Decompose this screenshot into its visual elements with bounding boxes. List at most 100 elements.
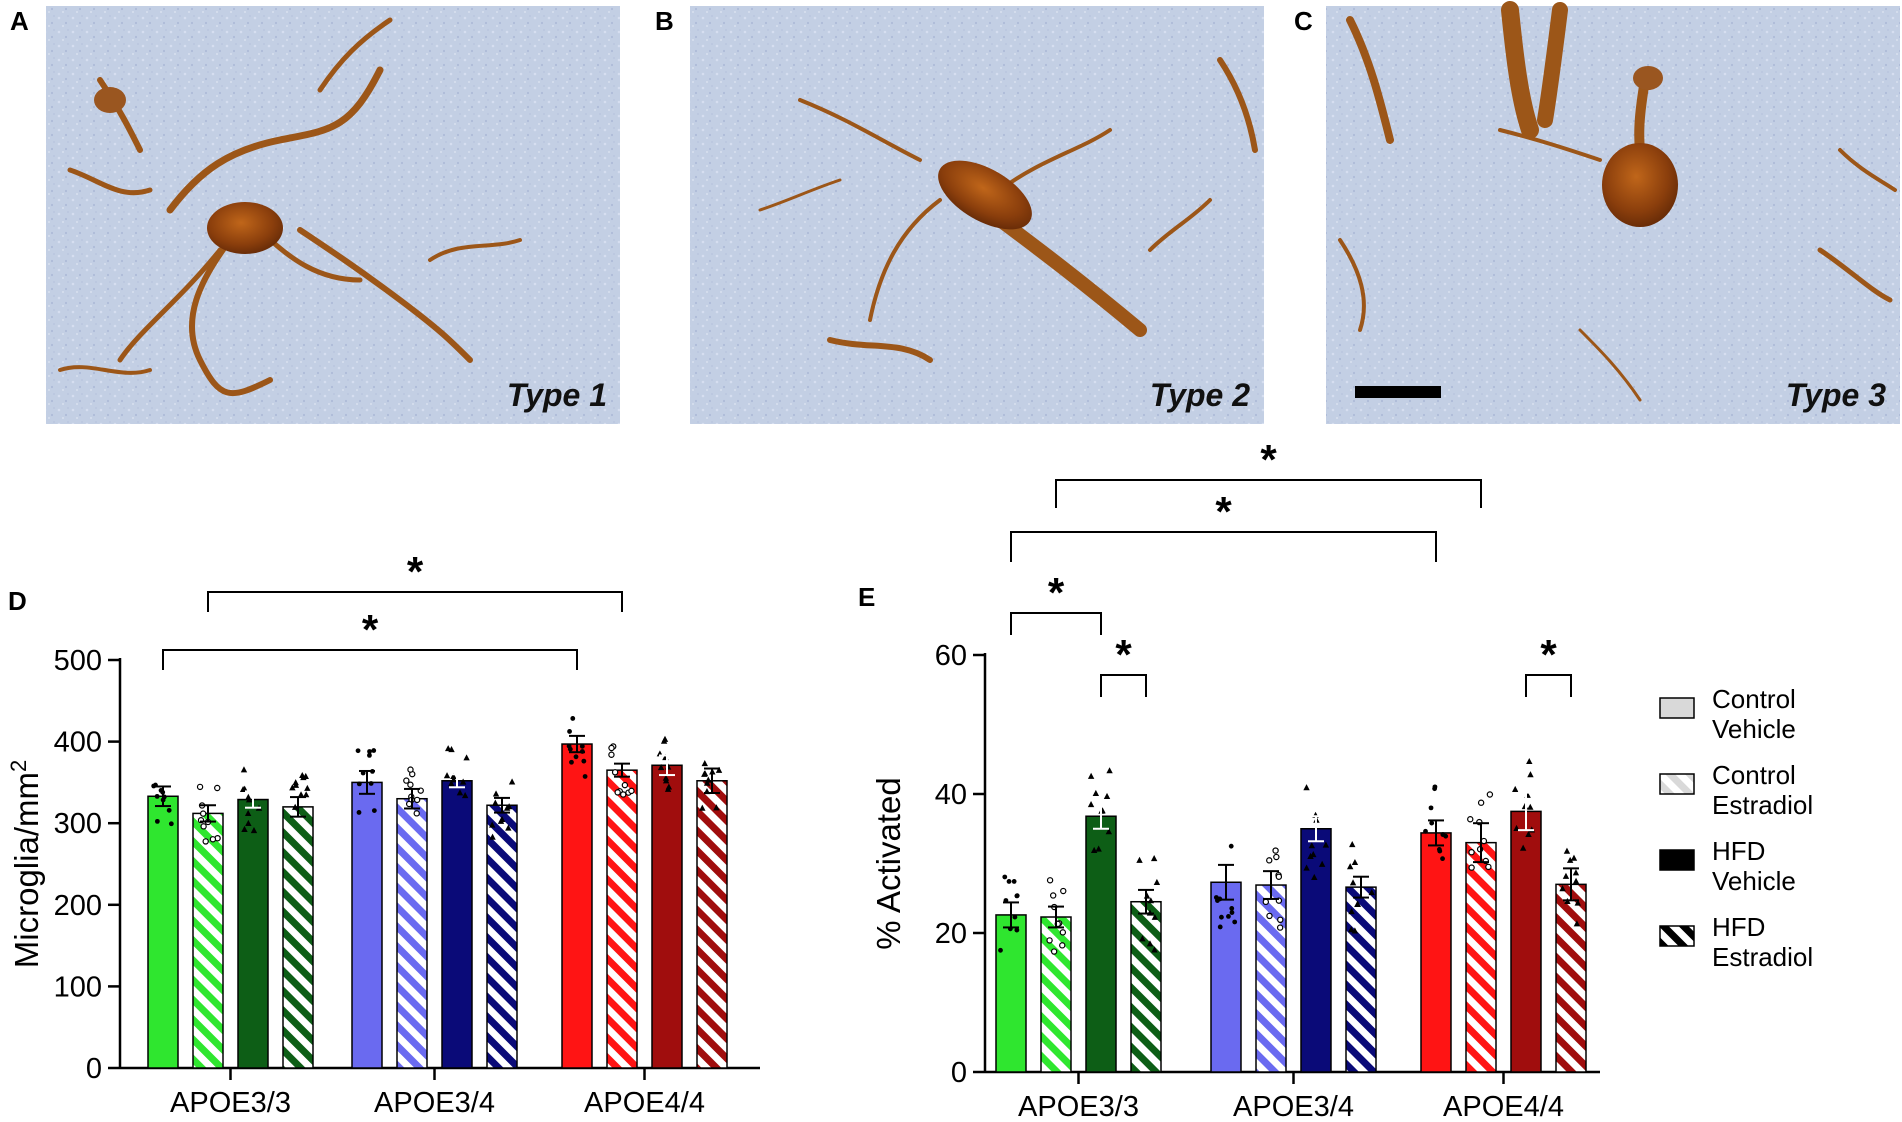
bar-apoe3-4-hfd-vehicle xyxy=(441,780,473,1069)
data-point xyxy=(1266,912,1273,920)
data-point xyxy=(1348,926,1355,933)
bar-apoe4-4-control-estradiol xyxy=(1465,841,1497,1073)
x-tick-label-apoe3-3: APOE3/3 xyxy=(1018,1091,1139,1122)
data-point xyxy=(1060,887,1067,895)
micrograph-b: Type 2 xyxy=(690,6,1264,424)
bar-apoe3-3-hfd-estradiol xyxy=(1130,900,1162,1073)
y-tick-label: 40 xyxy=(935,779,967,811)
data-point xyxy=(1217,924,1223,930)
data-point xyxy=(209,836,217,843)
data-point xyxy=(289,784,296,791)
data-point xyxy=(196,783,204,791)
data-point xyxy=(1049,892,1057,899)
panel-letter-a: A xyxy=(10,6,29,36)
data-point xyxy=(1348,908,1355,915)
data-point xyxy=(581,758,587,764)
data-point xyxy=(657,764,665,771)
data-point xyxy=(443,772,451,779)
significance-bracket xyxy=(1055,479,1482,508)
significance-bracket xyxy=(162,649,578,670)
data-point xyxy=(1349,879,1357,886)
data-point xyxy=(608,751,615,758)
data-point xyxy=(1150,855,1158,862)
data-point xyxy=(292,779,299,786)
legend-swatch-hfd-vehicle xyxy=(1659,849,1695,871)
x-tick-label-apoe3-3: APOE3/3 xyxy=(170,1087,291,1119)
legend-label-line1: Control xyxy=(1712,760,1796,790)
data-point xyxy=(1151,913,1159,920)
data-point xyxy=(1468,864,1475,871)
data-point xyxy=(620,791,627,798)
data-point xyxy=(489,833,496,840)
data-point xyxy=(492,799,499,806)
data-point xyxy=(240,766,248,773)
significance-star: * xyxy=(1215,488,1232,535)
bar-apoe3-3-control-vehicle xyxy=(147,795,179,1069)
bar-apoe3-4-hfd-estradiol xyxy=(1345,886,1377,1073)
data-point xyxy=(355,748,361,754)
data-point xyxy=(1351,858,1359,866)
data-point xyxy=(1440,856,1445,862)
data-point xyxy=(1573,920,1581,927)
data-point xyxy=(573,754,579,760)
data-point xyxy=(1232,919,1238,925)
data-point xyxy=(628,787,635,795)
data-point xyxy=(1512,785,1519,793)
y-tick-label: 400 xyxy=(54,727,102,759)
bar-apoe3-3-hfd-estradiol xyxy=(282,806,314,1069)
data-point xyxy=(1525,830,1532,837)
data-point xyxy=(1570,854,1578,861)
data-point xyxy=(1428,805,1434,811)
data-point xyxy=(1368,889,1375,896)
data-point xyxy=(1272,847,1279,854)
x-tick-label-apoe3-4: APOE3/4 xyxy=(374,1087,495,1119)
data-point xyxy=(582,774,588,779)
data-point xyxy=(1014,927,1020,933)
data-point xyxy=(713,804,720,811)
significance-bracket xyxy=(1010,531,1437,562)
significance-star: * xyxy=(362,606,379,653)
significance-star: * xyxy=(1540,631,1557,678)
legend-label-line2: Vehicle xyxy=(1712,866,1796,896)
data-point xyxy=(611,769,619,776)
data-point xyxy=(1527,803,1534,810)
data-point xyxy=(1574,899,1581,906)
data-point xyxy=(1480,837,1488,845)
data-point xyxy=(660,737,668,744)
data-point xyxy=(1526,757,1533,765)
legend-label-line2: Vehicle xyxy=(1712,714,1796,744)
data-point xyxy=(1521,803,1529,810)
type-1-label: Type 1 xyxy=(507,377,607,413)
bar-apoe4-4-hfd-estradiol xyxy=(696,780,728,1069)
data-point xyxy=(1136,856,1143,863)
data-point xyxy=(1485,863,1492,871)
data-point xyxy=(1046,877,1054,884)
data-point xyxy=(304,784,311,791)
data-point xyxy=(1308,842,1316,849)
legend-swatch-control-vehicle xyxy=(1659,697,1695,719)
data-point xyxy=(168,821,174,827)
chart-e: 0 20 40 60 % Activated APOE3/3 APOE3/4 APOE4/4 *… xyxy=(870,436,1600,1122)
data-point xyxy=(567,729,572,734)
data-point xyxy=(407,766,414,773)
bar-apoe4-4-control-vehicle xyxy=(1420,832,1452,1073)
data-point xyxy=(459,778,467,785)
data-point xyxy=(621,781,629,789)
data-point xyxy=(1266,857,1273,864)
data-point xyxy=(1346,863,1354,870)
legend-label-line1: HFD xyxy=(1712,836,1765,866)
significance-bracket xyxy=(1100,674,1147,697)
data-point xyxy=(1437,848,1443,854)
y-tick-label: 20 xyxy=(935,918,967,950)
data-point xyxy=(456,789,464,796)
data-point xyxy=(662,774,670,781)
significance-star: * xyxy=(1048,569,1065,616)
data-point xyxy=(1087,800,1095,808)
bar-apoe4-4-control-estradiol xyxy=(606,769,638,1069)
data-point xyxy=(1423,828,1428,834)
data-point xyxy=(1349,841,1356,848)
data-point xyxy=(1303,784,1310,791)
data-point xyxy=(1468,848,1475,856)
data-point xyxy=(244,809,252,816)
